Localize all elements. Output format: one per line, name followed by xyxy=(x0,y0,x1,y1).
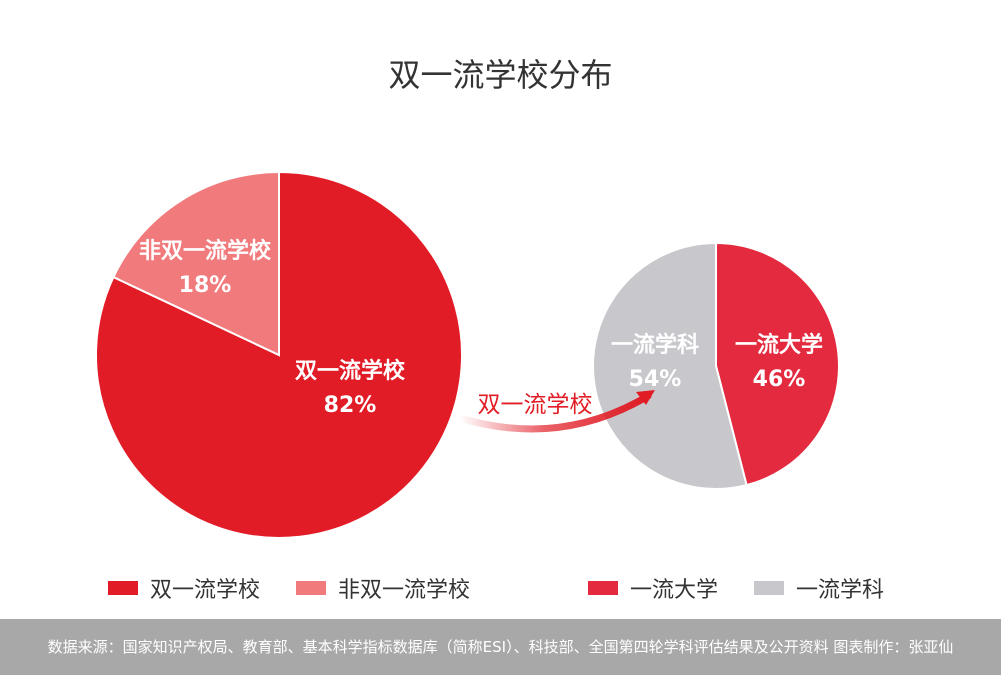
connector-arrow-head xyxy=(636,390,655,405)
right-pie-slice-1 xyxy=(592,241,748,490)
connector-arrow: 双一流学校 xyxy=(456,390,655,433)
legend-label-first-class-discipline: 一流学科 xyxy=(796,578,885,603)
legend-swatch-first-class-discipline xyxy=(754,581,785,595)
left-pie-slice-label-1: 非双一流学校 xyxy=(139,238,272,264)
legend-left: 双一流学校 非双一流学校 xyxy=(108,572,470,604)
right-pie-slice-value-1: 54% xyxy=(629,367,682,392)
pie-chart-double-first-class: 一流大学 46% 一流学科 54% xyxy=(592,241,840,490)
legend-label-first-class-university: 一流大学 xyxy=(630,578,719,603)
right-pie-slice-value-0: 46% xyxy=(753,367,806,392)
left-pie-slice-value-1: 18% xyxy=(179,273,232,298)
chart-title: 双一流学校分布 xyxy=(388,56,613,94)
right-pie-slice-label-1: 一流学科 xyxy=(611,332,699,358)
right-pie-slice-0 xyxy=(715,241,840,487)
legend-right: 一流大学 一流学科 xyxy=(588,572,884,604)
left-pie-slice-label-0: 双一流学校 xyxy=(295,358,406,384)
legend-swatch-non-double-first-class xyxy=(296,581,327,595)
legend-label-double-first-class: 双一流学校 xyxy=(150,578,261,603)
legend-swatch-double-first-class xyxy=(108,581,138,595)
legend-label-non-double-first-class: 非双一流学校 xyxy=(338,578,471,603)
pie-chart-schools: 双一流学校 82% 非双一流学校 18% xyxy=(95,170,463,539)
connector-arrow-line xyxy=(456,392,652,433)
right-pie-slice-label-0: 一流大学 xyxy=(735,332,823,358)
footer-source-note: 数据来源：国家知识产权局、教育部、基本科学指标数据库（简称ESI）、科技部、全国… xyxy=(0,619,1001,675)
left-pie-slice-value-0: 82% xyxy=(324,393,377,418)
connector-label: 双一流学校 xyxy=(478,392,593,418)
left-pie-slice-1 xyxy=(112,170,280,357)
legend-swatch-first-class-university xyxy=(588,581,618,595)
